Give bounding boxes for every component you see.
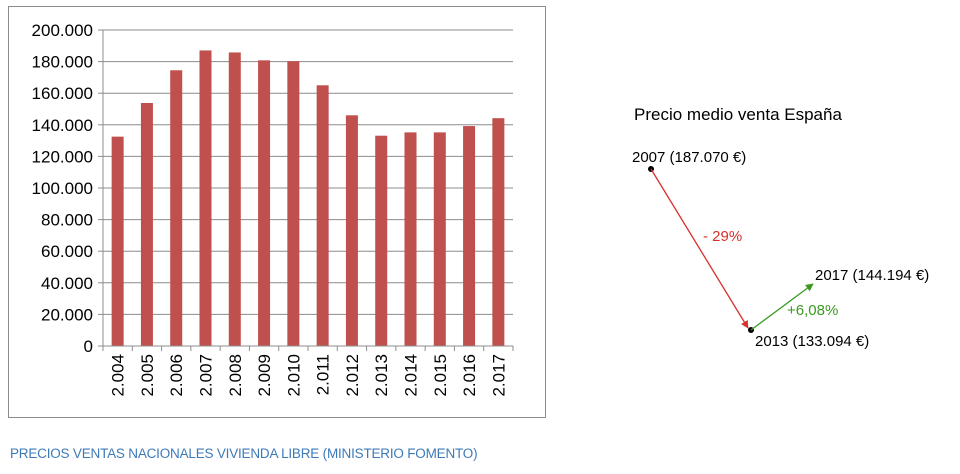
x-tick-label: 2.007	[197, 354, 216, 397]
y-tick-label: 140.000	[32, 116, 93, 135]
rise-percentage: +6,08%	[787, 302, 838, 319]
x-tick-label: 2.017	[489, 354, 508, 397]
x-tick-label: 2.013	[372, 354, 391, 397]
bar	[170, 70, 183, 346]
y-tick-label: 20.000	[41, 305, 93, 324]
x-tick-label: 2.014	[402, 354, 421, 397]
x-tick-label: 2.006	[167, 354, 186, 397]
x-tick-label: 2.016	[460, 354, 479, 397]
grid-lines	[103, 29, 513, 315]
y-tick-label: 200.000	[32, 21, 93, 40]
low-point-label: 2013 (133.094 €)	[755, 333, 869, 350]
y-tick-label: 100.000	[32, 179, 93, 198]
bar	[463, 126, 476, 347]
x-tick-label: 2.015	[431, 354, 450, 397]
bar	[287, 61, 300, 346]
drop-arrow	[650, 168, 749, 329]
annotation-title: Precio medio venta España	[634, 105, 842, 124]
chart-frame	[8, 6, 546, 418]
bar	[404, 132, 417, 346]
price-change-annotation: Precio medio venta España 2007 (187.070 …	[632, 105, 929, 350]
bar	[111, 136, 124, 346]
bar	[258, 60, 271, 346]
y-tick-label: 160.000	[32, 84, 93, 103]
x-tick-label: 2.010	[284, 354, 303, 397]
x-tick-label: 2.009	[255, 354, 274, 397]
drop-percentage: - 29%	[703, 228, 742, 245]
bar	[316, 85, 329, 347]
start-point-label: 2007 (187.070 €)	[632, 149, 746, 166]
end-point-label: 2017 (144.194 €)	[815, 267, 929, 284]
y-axis-ticks: 0 20.000 40.000 60.000 80.000 100.000 120.000 1…	[32, 21, 103, 356]
x-tick-label: 2.011	[314, 354, 333, 395]
y-tick-label: 0	[84, 337, 93, 356]
y-tick-label: 60.000	[41, 242, 93, 261]
bar	[375, 135, 388, 346]
bar	[345, 115, 358, 346]
y-tick-label: 120.000	[32, 147, 93, 166]
y-tick-label: 40.000	[41, 274, 93, 293]
x-axis-ticks: 2.004 2.005 2.006 2.007 2.008 2.009 2.010 2.011…	[102, 346, 514, 397]
x-tick-label: 2.005	[138, 354, 157, 397]
bar	[140, 102, 153, 346]
y-tick-label: 80.000	[41, 211, 93, 230]
bar	[199, 50, 212, 346]
bar	[228, 52, 241, 346]
x-tick-label: 2.008	[226, 354, 245, 397]
y-tick-label: 180.000	[32, 53, 93, 72]
x-tick-label: 2.012	[343, 354, 362, 397]
bar	[492, 118, 505, 346]
rise-arrow	[750, 283, 814, 331]
chart-caption: PRECIOS VENTAS NACIONALES VIVIENDA LIBRE…	[10, 446, 478, 461]
bars	[111, 50, 505, 347]
x-tick-label: 2.004	[109, 354, 128, 397]
bar	[433, 132, 446, 346]
